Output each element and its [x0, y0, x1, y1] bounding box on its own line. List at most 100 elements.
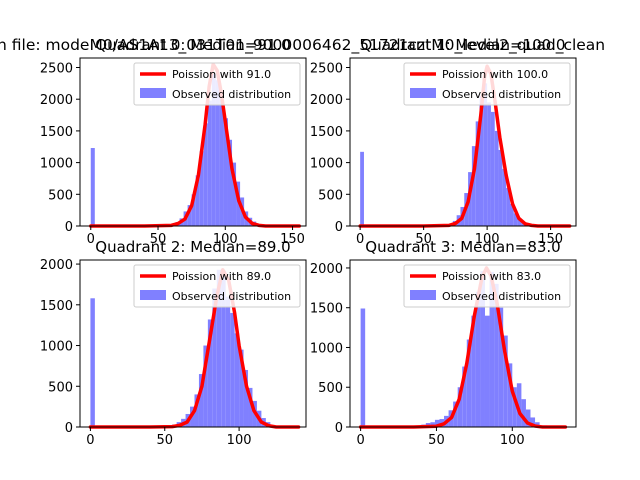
hist-bar — [490, 111, 495, 226]
legend-label-observed: Observed distribution — [172, 290, 291, 303]
y-tick-label: 0 — [335, 220, 343, 235]
y-tick-label: 1500 — [310, 302, 343, 317]
y-tick-label: 1500 — [310, 125, 343, 140]
axes-frame — [79, 259, 307, 428]
x-tick-label: 150 — [538, 232, 563, 247]
y-tick-label: 2000 — [40, 93, 73, 108]
hist-bar — [479, 96, 484, 226]
hist-bar — [502, 168, 507, 226]
hist-bar — [498, 149, 503, 226]
x-tick-label: 0 — [86, 433, 94, 448]
axes-frame — [79, 57, 307, 227]
hist-bar — [434, 419, 440, 427]
x-tick-label: 50 — [415, 232, 432, 247]
legend-label-observed: Observed distribution — [442, 88, 561, 101]
hist-bar — [191, 194, 196, 226]
hist-bar — [484, 315, 490, 427]
x-tick-label: 0 — [87, 232, 95, 247]
y-tick-label: 1000 — [310, 157, 343, 172]
hist-bar — [457, 387, 463, 427]
axes-frame — [349, 57, 577, 227]
y-tick-label: 0 — [65, 220, 73, 235]
legend-box — [133, 264, 301, 308]
hist-bar — [230, 312, 235, 427]
y-tick-label: 0 — [335, 421, 343, 436]
hist-bar — [466, 339, 472, 427]
y-tick-label: 2500 — [40, 62, 73, 77]
hist-bar — [360, 308, 366, 427]
x-tick-label: 50 — [428, 433, 445, 448]
hist-bar — [211, 73, 216, 226]
hist-bar — [223, 118, 228, 226]
legend-label-poisson: Poission with 89.0 — [172, 270, 271, 283]
hist-bar — [475, 121, 480, 226]
hist-bar — [90, 298, 95, 427]
hist-bar — [234, 333, 240, 427]
hist-bar — [462, 366, 467, 427]
legend-label-observed: Observed distribution — [172, 88, 291, 101]
hist-bar — [225, 296, 231, 427]
x-tick-label: 100 — [500, 433, 525, 448]
figure-title: n file: modeM0/AS1A13_031T01_9000006462_… — [0, 33, 640, 55]
x-tick-label: 0 — [356, 232, 364, 247]
y-tick-label: 0 — [65, 421, 73, 436]
x-tick-label: 50 — [156, 433, 173, 448]
chart-title: Quadrant 0: Median=91.0 — [95, 36, 290, 54]
legend: Poission with 89.0 Observed distribution — [133, 264, 301, 308]
y-tick-label: 500 — [48, 188, 73, 203]
hist-bar — [360, 151, 364, 226]
legend-bar-swatch — [410, 290, 436, 300]
legend-label-observed: Observed distribution — [442, 290, 561, 303]
hist-bar — [243, 369, 249, 427]
y-tick-label: 2000 — [310, 262, 343, 277]
y-tick-label: 500 — [318, 381, 343, 396]
y-tick-label: 1000 — [40, 157, 73, 172]
y-tick-label: 1000 — [40, 340, 73, 355]
hist-bar — [232, 162, 237, 226]
hist-bar — [203, 123, 208, 226]
y-tick-label: 2000 — [40, 258, 73, 273]
hist-bar — [207, 319, 213, 427]
x-tick-label: 100 — [227, 433, 252, 448]
hist-bar — [517, 219, 522, 226]
legend: Poission with 83.0 Observed distribution — [403, 264, 571, 308]
hist-bar — [239, 349, 244, 427]
legend-bar-swatch — [140, 290, 166, 300]
hist-bar — [530, 417, 536, 427]
hist-bar — [507, 363, 513, 427]
x-tick-label: 0 — [356, 433, 364, 448]
hist-bar — [521, 399, 526, 427]
hist-bar — [198, 374, 204, 427]
legend-label-poisson: Poission with 91.0 — [172, 68, 271, 81]
figure-title-text: n file: modeM0/AS1A13_031T01_9000006462_… — [0, 36, 605, 55]
y-tick-label: 500 — [48, 380, 73, 395]
hist-bar — [494, 283, 499, 427]
legend-box — [403, 62, 571, 106]
legend: Poission with 100.0 Observed distribution — [403, 62, 571, 106]
hist-bar — [475, 291, 481, 427]
chart-title: Quadrant 3: Median=83.0 — [365, 238, 560, 256]
hist-bar — [236, 181, 241, 226]
hist-bar — [494, 130, 499, 226]
hist-bar — [90, 148, 95, 226]
hist-bar — [516, 383, 522, 427]
hist-bar — [216, 269, 222, 427]
legend-box — [133, 62, 301, 106]
legend-box — [403, 264, 571, 308]
hist-bar — [509, 203, 514, 226]
hist-bar — [248, 387, 253, 427]
chart-title: Quadrant 2: Median=89.0 — [95, 238, 290, 256]
hist-bar — [195, 175, 200, 226]
hist-bar — [471, 315, 476, 427]
hist-bar — [207, 100, 212, 226]
x-tick-label: 100 — [213, 232, 238, 247]
legend: Poission with 91.0 Observed distribution — [133, 62, 301, 106]
hist-bar — [498, 307, 504, 427]
hist-bar — [187, 205, 192, 226]
hist-bar — [215, 80, 220, 226]
hist-bar — [199, 151, 204, 226]
